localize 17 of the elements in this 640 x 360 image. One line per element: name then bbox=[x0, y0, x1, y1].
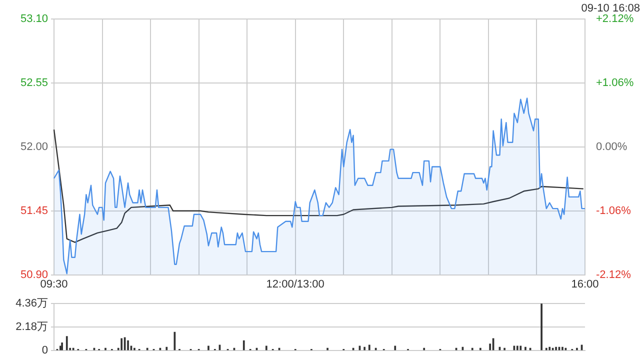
y-tick-label: 52.00 bbox=[20, 141, 48, 154]
text: 09-10 16:08 bbox=[581, 2, 640, 15]
x-tick-label: 12:00/13:00 bbox=[266, 278, 324, 290]
y-tick-label: 52.55 bbox=[20, 77, 48, 90]
y2-tick-label: -2.12% bbox=[596, 268, 632, 281]
y2-tick-label: +1.06% bbox=[596, 77, 634, 90]
y-tick-label: 4.36万 bbox=[16, 298, 48, 310]
y2-tick-label: 0.00% bbox=[596, 141, 628, 154]
y-tick-label: 2.18万 bbox=[16, 321, 48, 334]
y-tick-label: 51.45 bbox=[20, 204, 48, 217]
x-tick-label: 16:00 bbox=[571, 278, 599, 290]
y2-tick-label: -1.06% bbox=[596, 204, 632, 217]
y-tick-label: 50.90 bbox=[20, 268, 48, 281]
y2-tick-label: +2.12% bbox=[596, 13, 634, 26]
x-tick-label: 09:30 bbox=[40, 278, 68, 290]
y-tick-label: 0 bbox=[42, 344, 48, 356]
y-tick-label: 53.10 bbox=[20, 13, 48, 26]
